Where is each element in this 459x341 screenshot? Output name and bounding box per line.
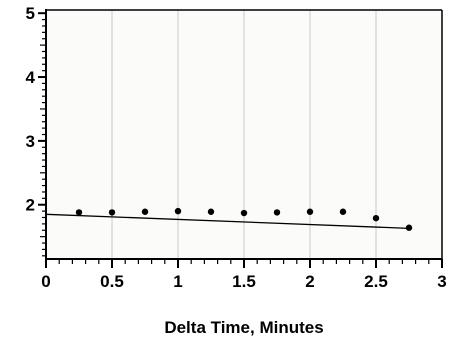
y-tick-labels: 2 3 4 5 [26, 4, 36, 215]
data-point [141, 208, 149, 215]
x-tick-label: 2 [305, 272, 314, 291]
data-point [207, 208, 215, 215]
data-point [174, 207, 182, 215]
data-point [75, 209, 83, 216]
data-point [372, 214, 380, 222]
data-point [339, 208, 347, 215]
data-point [108, 209, 116, 216]
data-point [273, 209, 281, 216]
x-tick-label: 0 [41, 272, 50, 291]
x-tick-labels: 0 0.5 1 1.5 2 2.5 3 [41, 272, 446, 291]
y-tick-label: 3 [26, 132, 35, 151]
axes [38, 9, 443, 268]
y-tick-label: 2 [26, 196, 35, 215]
y-tick-label: 4 [26, 68, 36, 87]
x-tick-label: 3 [437, 272, 446, 291]
x-tick-label: 2.5 [364, 272, 388, 291]
x-tick-label: 1.5 [232, 272, 256, 291]
trendline-group [45, 213, 410, 230]
data-point [240, 209, 248, 217]
data-point [306, 208, 314, 215]
x-tick-label: 0.5 [100, 272, 124, 291]
y-tick-label: 5 [26, 4, 35, 23]
x-tick-label: 1 [173, 272, 182, 291]
trendline [45, 213, 410, 230]
data-point [405, 224, 413, 231]
data-points [75, 207, 413, 231]
x-axis-title: Delta Time, Minutes [164, 318, 323, 337]
